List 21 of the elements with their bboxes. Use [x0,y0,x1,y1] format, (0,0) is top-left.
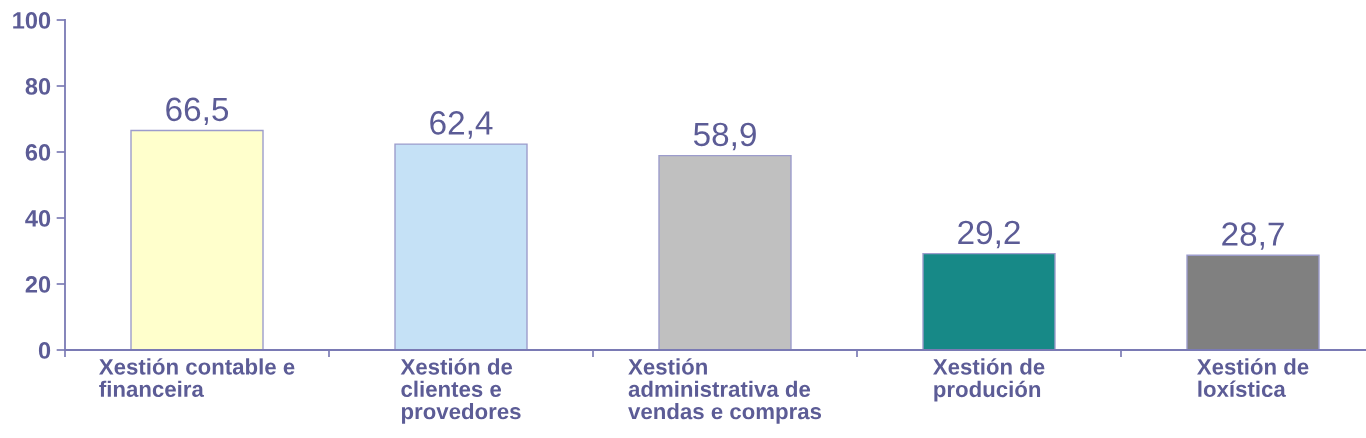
x-tick-label: Xestión administrativa de vendas e compras [628,358,822,424]
y-tick-label: 80 [25,78,51,95]
bar [1186,254,1320,350]
bar [658,154,792,350]
bar [130,129,264,350]
data-label: 29,2 [958,220,1020,249]
data-label: 62,4 [430,111,493,139]
x-tick-label: Xestión de clientes e provedores [400,358,521,424]
y-tick-label: 60 [25,144,51,161]
data-label: 58,9 [693,122,756,151]
data-label: 66,5 [166,97,229,126]
y-tick-label: 0 [38,342,51,359]
y-tick-label: 100 [13,12,51,29]
x-tick-label: Xestión de loxística [1197,358,1309,397]
y-tick-label: 20 [25,276,51,293]
data-label: 28,7 [1222,222,1284,250]
y-tick-label: 40 [25,210,51,227]
bar [394,143,528,350]
bar [922,252,1056,350]
x-tick-label: Xestión contable e financeira [99,358,295,397]
x-tick-label: Xestión de produción [933,358,1045,402]
